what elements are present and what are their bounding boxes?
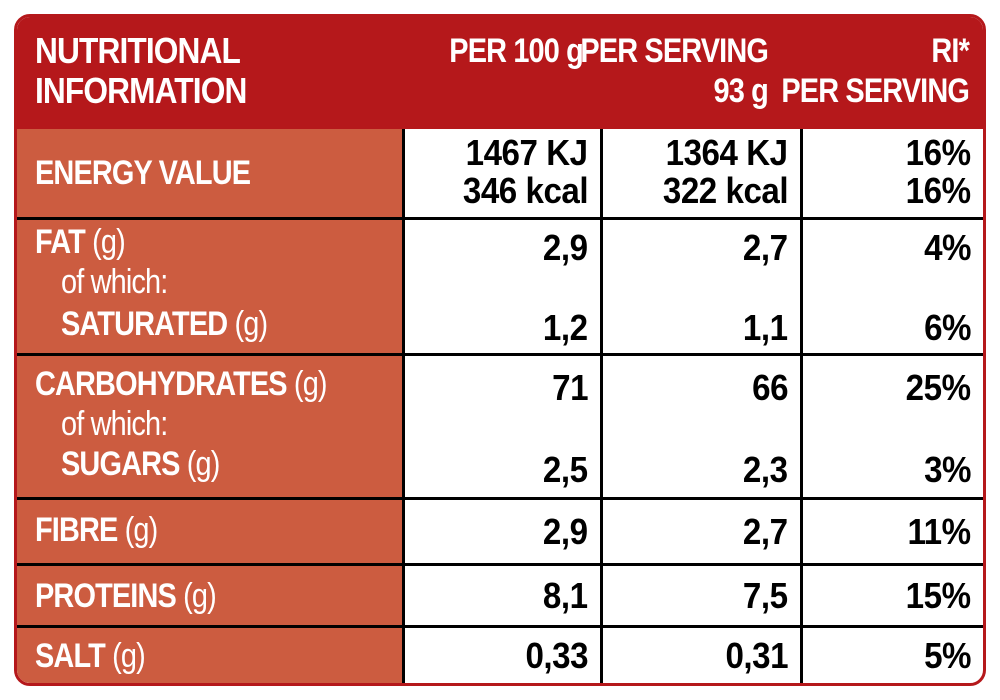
- fat-per100-cell: 2,9 1,2: [405, 220, 603, 353]
- title-line-1: NUTRITIONAL: [35, 30, 241, 71]
- row-label-cell: PROTEINS (g): [17, 566, 405, 625]
- salt-serving-cell: 0,31: [603, 628, 803, 683]
- column-header-per-100g: PER 100 g: [362, 31, 584, 71]
- fat-of-which-text: of which:: [61, 263, 168, 301]
- table-row-energy: ENERGY VALUE 1467 KJ 346 kcal 1364 KJ 32…: [17, 129, 983, 217]
- sugars-ri: 3%: [924, 449, 971, 490]
- saturated-per100: 1,2: [543, 307, 588, 348]
- proteins-label-text: PROTEINS: [35, 577, 177, 615]
- proteins-label: PROTEINS (g): [35, 576, 217, 616]
- row-label-cell: FIBRE (g): [17, 500, 405, 563]
- fat-per100: 2,9: [543, 227, 588, 268]
- carbohydrates-unit: (g): [293, 365, 328, 403]
- table-row-fibre: FIBRE (g) 2,9 2,7 11%: [17, 497, 983, 563]
- fibre-ri: 11%: [907, 511, 972, 552]
- energy-ri-kj: 16%: [906, 132, 971, 173]
- column-header-ri: RI* PER SERVING: [748, 31, 970, 111]
- fat-label-text: FAT: [35, 223, 86, 261]
- fibre-ri-cell: 11%: [803, 500, 983, 563]
- sugars-serving: 2,3: [743, 449, 788, 490]
- saturated-label: SATURATED (g): [61, 304, 268, 344]
- sugars-label-text: SUGARS: [61, 445, 180, 483]
- fat-of-which: of which:: [61, 262, 168, 302]
- fibre-serving: 2,7: [743, 511, 788, 552]
- row-label-cell: CARBOHYDRATES (g) of which: SUGARS (g): [17, 356, 405, 497]
- row-label-cell: ENERGY VALUE: [17, 129, 405, 217]
- fat-serving: 2,7: [743, 227, 788, 268]
- proteins-serving: 7,5: [743, 575, 788, 616]
- fibre-unit: (g): [124, 511, 159, 549]
- carbohydrates-label: CARBOHYDRATES (g): [35, 364, 328, 404]
- proteins-per100: 8,1: [543, 575, 588, 616]
- per-serving-label: PER SERVING: [580, 32, 769, 70]
- saturated-serving: 1,1: [743, 307, 788, 348]
- ri-per-serving-label: PER SERVING: [781, 72, 970, 110]
- fat-ri-cell: 4% 6%: [803, 220, 983, 353]
- salt-serving: 0,31: [725, 635, 788, 676]
- table-header: NUTRITIONAL INFORMATION PER 100 g PER SE…: [17, 17, 983, 129]
- carbohydrates-serving: 66: [752, 367, 788, 408]
- proteins-ri: 15%: [906, 575, 971, 616]
- row-label-cell: FAT (g) of which: SATURATED (g): [17, 220, 405, 353]
- title-line-2: INFORMATION: [35, 70, 247, 111]
- row-label-cell: SALT (g): [17, 628, 405, 683]
- fibre-per100-cell: 2,9: [405, 500, 603, 563]
- saturated-ri: 6%: [924, 307, 971, 348]
- energy-per100-kcal: 346 kcal: [462, 170, 589, 211]
- fat-serving-cell: 2,7 1,1: [603, 220, 803, 353]
- nutrition-panel: NUTRITIONAL INFORMATION PER 100 g PER SE…: [14, 14, 986, 686]
- fibre-label: FIBRE (g): [35, 510, 159, 550]
- fat-label: FAT (g): [35, 222, 126, 262]
- salt-per100: 0,33: [525, 635, 588, 676]
- serving-size-label: 93 g: [713, 72, 769, 110]
- column-header-per-serving: PER SERVING 93 g: [513, 31, 769, 111]
- carbohydrates-ri-cell: 25% 3%: [803, 356, 983, 497]
- salt-label-text: SALT: [35, 637, 106, 675]
- proteins-per100-cell: 8,1: [405, 566, 603, 625]
- energy-serving-kcal: 322 kcal: [662, 170, 789, 211]
- energy-ri-kcal: 16%: [906, 170, 971, 211]
- salt-ri: 5%: [924, 635, 971, 676]
- fat-ri: 4%: [924, 227, 971, 268]
- fibre-label-text: FIBRE: [35, 511, 118, 549]
- sugars-label: SUGARS (g): [61, 444, 220, 484]
- energy-serving-kj: 1364 KJ: [665, 132, 788, 173]
- carbohydrates-per100: 71: [552, 367, 588, 408]
- fibre-per100: 2,9: [543, 511, 588, 552]
- energy-serving-cell: 1364 KJ 322 kcal: [603, 129, 803, 217]
- salt-per100-cell: 0,33: [405, 628, 603, 683]
- table-row-proteins: PROTEINS (g) 8,1 7,5 15%: [17, 563, 983, 625]
- carbohydrates-per100-cell: 71 2,5: [405, 356, 603, 497]
- sugars-per100: 2,5: [543, 449, 588, 490]
- ri-label: RI*: [931, 32, 969, 70]
- carbohydrates-ri: 25%: [906, 367, 971, 408]
- proteins-unit: (g): [183, 577, 217, 615]
- salt-unit: (g): [112, 637, 146, 675]
- table-title: NUTRITIONAL INFORMATION: [35, 30, 247, 111]
- carbohydrates-serving-cell: 66 2,3: [603, 356, 803, 497]
- saturated-unit: (g): [234, 305, 268, 343]
- sugars-unit: (g): [186, 445, 221, 483]
- salt-ri-cell: 5%: [803, 628, 983, 683]
- fibre-serving-cell: 2,7: [603, 500, 803, 563]
- carbohydrates-of-which: of which:: [61, 404, 168, 444]
- per-100g-label: PER 100 g: [449, 32, 584, 70]
- nutrition-table: ENERGY VALUE 1467 KJ 346 kcal 1364 KJ 32…: [17, 129, 983, 683]
- table-row-fat: FAT (g) of which: SATURATED (g) 2,9 1,2 …: [17, 217, 983, 353]
- table-row-carbohydrates: CARBOHYDRATES (g) of which: SUGARS (g) 7…: [17, 353, 983, 497]
- energy-ri-cell: 16% 16%: [803, 129, 983, 217]
- proteins-ri-cell: 15%: [803, 566, 983, 625]
- saturated-label-text: SATURATED: [61, 305, 228, 343]
- salt-label: SALT (g): [35, 636, 146, 676]
- table-row-salt: SALT (g) 0,33 0,31 5%: [17, 625, 983, 683]
- energy-per100-kj: 1467 KJ: [465, 132, 588, 173]
- energy-label: ENERGY VALUE: [35, 154, 251, 192]
- proteins-serving-cell: 7,5: [603, 566, 803, 625]
- fat-unit: (g): [92, 223, 126, 261]
- carbohydrates-of-which-text: of which:: [61, 405, 168, 443]
- carbohydrates-label-text: CARBOHYDRATES: [35, 365, 288, 403]
- energy-per100-cell: 1467 KJ 346 kcal: [405, 129, 603, 217]
